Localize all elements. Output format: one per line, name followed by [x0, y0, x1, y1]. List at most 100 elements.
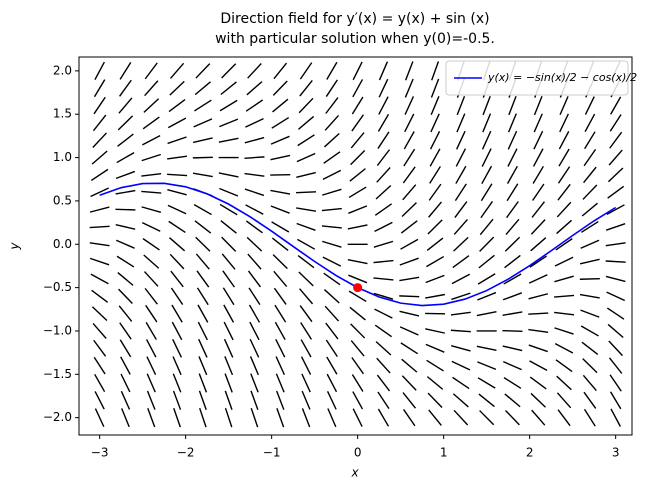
direction-segment	[557, 166, 571, 184]
direction-segment	[141, 173, 162, 177]
direction-segment	[119, 322, 132, 340]
direction-segment	[271, 221, 290, 233]
y-tick-label: −0.5	[43, 280, 72, 294]
direction-segment	[378, 78, 389, 98]
direction-segment	[167, 204, 187, 215]
direction-segment	[607, 167, 624, 183]
direction-segment	[194, 220, 212, 234]
direction-segment	[533, 96, 543, 116]
y-tick-label: 2.0	[53, 63, 72, 77]
direction-segment	[322, 188, 342, 196]
y-tick-label: −1.5	[43, 367, 72, 381]
direction-segment	[169, 253, 185, 270]
direction-segment	[248, 304, 261, 323]
direction-segment	[401, 202, 417, 218]
direction-segment	[120, 390, 131, 410]
direction-segment	[91, 306, 108, 322]
direction-segment	[608, 149, 623, 166]
direction-segment	[503, 361, 522, 371]
direction-segment	[143, 271, 159, 287]
direction-segment	[195, 236, 211, 252]
direction-segment	[276, 408, 285, 428]
direction-segment	[378, 96, 389, 115]
direction-segment	[402, 392, 417, 409]
direction-segment	[196, 287, 209, 306]
direction-segment	[425, 328, 445, 334]
direction-segment	[274, 304, 287, 323]
direction-segment	[431, 61, 440, 81]
x-tick-label: −3	[91, 446, 109, 460]
direction-segment	[528, 274, 548, 284]
direction-segment	[325, 339, 338, 358]
direction-segment	[172, 373, 182, 393]
direction-segment	[92, 114, 107, 132]
direction-segment	[404, 78, 414, 98]
direction-segment	[89, 257, 110, 266]
direction-segment	[584, 96, 595, 115]
direction-segment	[321, 225, 342, 229]
direction-segment	[120, 356, 131, 375]
direction-segment	[299, 305, 313, 323]
direction-segment	[275, 339, 286, 358]
direction-segment	[118, 288, 133, 304]
direction-segment	[532, 183, 545, 201]
direction-segment	[167, 117, 187, 129]
direction-segment	[222, 270, 235, 288]
y-tick-label: 1.5	[53, 107, 72, 121]
direction-segment	[579, 277, 600, 280]
direction-segment	[451, 360, 471, 371]
direction-segment	[141, 221, 161, 232]
direction-segment	[502, 292, 523, 301]
direction-segment	[247, 253, 262, 270]
direction-segment	[530, 392, 546, 408]
direction-segment	[250, 373, 259, 393]
direction-segment	[607, 323, 624, 339]
direction-segment	[301, 373, 311, 393]
direction-segment	[327, 408, 337, 428]
direction-segment	[581, 220, 599, 233]
direction-segment	[479, 410, 495, 426]
direction-segment	[559, 113, 569, 133]
direction-segment	[375, 341, 392, 356]
direction-segment	[245, 117, 264, 128]
direction-segment	[554, 256, 574, 267]
direction-segment	[326, 61, 338, 80]
direction-segment	[376, 149, 391, 166]
direction-segment	[610, 408, 621, 427]
direction-segment	[94, 391, 105, 410]
direction-segment	[481, 148, 492, 167]
direction-segment	[249, 356, 260, 376]
direction-segment	[556, 375, 572, 391]
direction-segment	[400, 238, 419, 250]
direction-segment	[270, 205, 290, 214]
direction-segment	[192, 137, 213, 144]
direction-segment	[477, 361, 497, 371]
direction-segment	[450, 311, 471, 316]
direction-segment	[559, 96, 569, 115]
direction-segment	[402, 166, 416, 184]
direction-segment	[144, 62, 158, 80]
direction-segment	[297, 134, 315, 147]
direction-segment	[350, 340, 365, 357]
direction-segment	[192, 172, 213, 178]
direction-segment	[198, 390, 207, 410]
direction-segment	[272, 98, 289, 113]
direction-segment	[299, 288, 314, 305]
direction-segment	[378, 61, 389, 81]
direction-segment	[507, 130, 518, 150]
direction-segment	[273, 270, 288, 288]
direction-segment	[296, 171, 316, 178]
direction-segment	[403, 409, 416, 427]
direction-segment	[198, 373, 208, 393]
direction-segment	[605, 242, 626, 247]
direction-segment	[505, 218, 520, 236]
direction-segment	[198, 338, 208, 358]
direction-segment	[583, 391, 597, 409]
direction-segment	[272, 80, 288, 96]
direction-segment	[554, 294, 575, 298]
direction-segment	[584, 131, 596, 150]
direction-segment	[145, 321, 157, 340]
direction-segment	[374, 203, 393, 216]
direction-segment	[324, 305, 340, 322]
direction-segment	[557, 409, 571, 427]
